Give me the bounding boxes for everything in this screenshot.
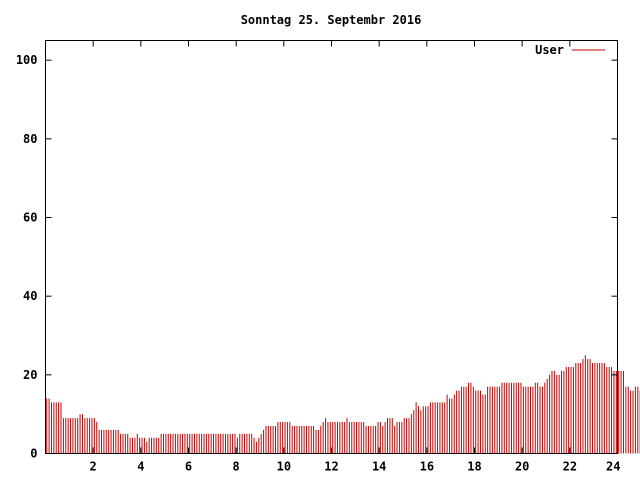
axis-ticks: [45, 40, 618, 454]
x-tick-label: 8: [233, 460, 240, 474]
x-tick-label: 4: [137, 460, 144, 474]
y-tick-label: 20: [23, 368, 37, 382]
y-tick-label: 100: [16, 53, 38, 67]
x-tick-label: 24: [606, 460, 620, 474]
x-tick-label: 16: [420, 460, 434, 474]
plot-frame: [45, 40, 618, 454]
legend: User: [535, 43, 605, 57]
x-tick-label: 10: [277, 460, 291, 474]
bar-series: [46, 355, 640, 454]
x-tick-label: 6: [185, 460, 192, 474]
x-tick-label: 22: [563, 460, 577, 474]
chart-title: Sonntag 25. Septembr 2016: [241, 13, 422, 27]
y-tick-label: 40: [23, 289, 37, 303]
x-tick-label: 14: [372, 460, 386, 474]
x-tick-label: 20: [515, 460, 529, 474]
x-tick-label: 12: [324, 460, 338, 474]
y-tick-label: 80: [23, 132, 37, 146]
y-tick-label: 60: [23, 211, 37, 225]
legend-label: User: [535, 43, 564, 57]
x-tick-label: 2: [90, 460, 97, 474]
x-tick-label: 18: [467, 460, 481, 474]
y-tick-label: 0: [30, 447, 37, 461]
